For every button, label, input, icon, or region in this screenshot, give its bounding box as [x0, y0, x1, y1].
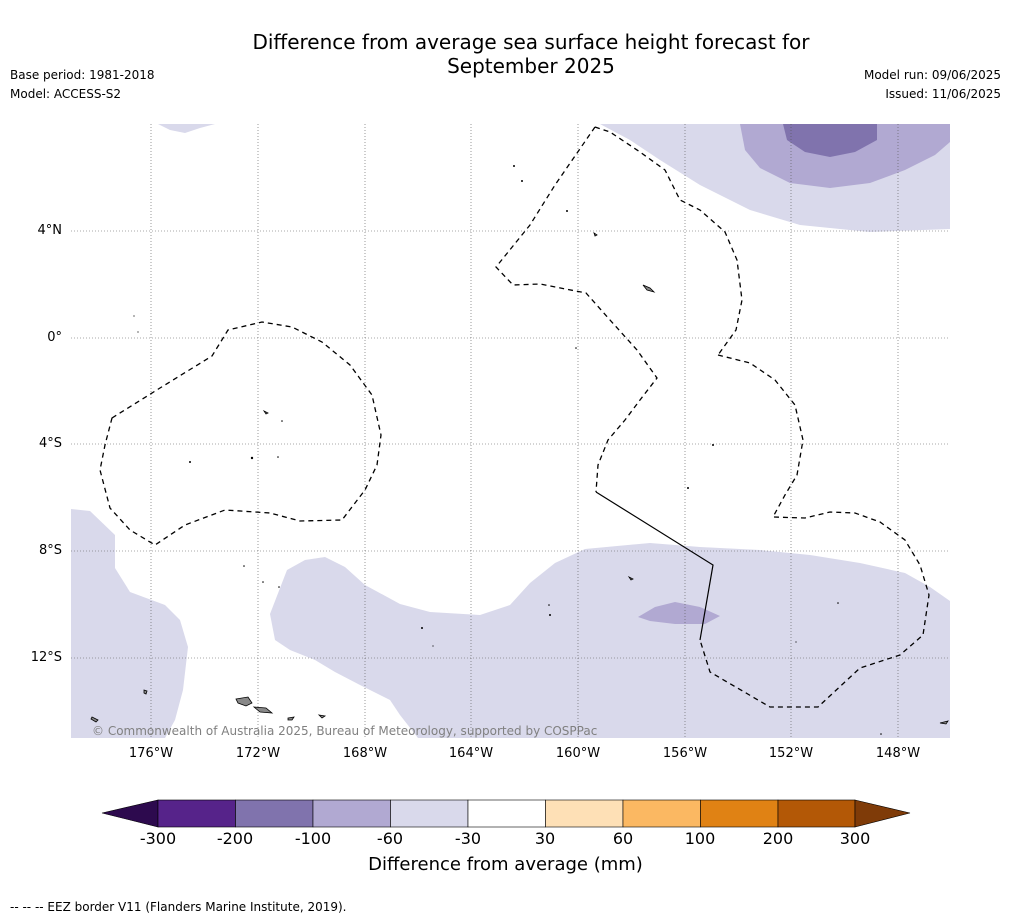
islands — [90, 232, 949, 725]
colorbar-extend-low — [101, 799, 159, 828]
colorbar-tick: -300 — [139, 829, 177, 848]
lat-label: 4°S — [38, 436, 62, 451]
map-area — [71, 124, 950, 738]
colorbar-bin — [777, 799, 856, 828]
lon-label: 176°W — [128, 746, 174, 761]
lat-label: 4°N — [37, 223, 63, 238]
colorbar-extend-high — [854, 799, 911, 828]
small-islets — [133, 165, 882, 735]
colorbar-label: Difference from average (mm) — [368, 854, 643, 875]
colorbar-tick: 60 — [612, 829, 634, 848]
colorbar-tick: 300 — [839, 829, 871, 848]
graticule — [71, 124, 950, 738]
lon-label: 152°W — [768, 746, 814, 761]
colorbar-bin — [700, 799, 779, 828]
boundary-line — [595, 491, 714, 641]
lat-label: 12°S — [30, 650, 62, 665]
meta-left: Base period: 1981-2018 Model: ACCESS-S2 — [10, 66, 155, 104]
model-text: Model: ACCESS-S2 — [10, 87, 122, 101]
meta-right: Model run: 09/06/2025 Issued: 11/06/2025 — [864, 66, 1001, 104]
colorbar-tick: -200 — [216, 829, 254, 848]
colorbar-bin — [545, 799, 624, 828]
issued-text: Issued: 11/06/2025 — [885, 87, 1001, 101]
lon-label: 164°W — [448, 746, 494, 761]
colorbar-tick: -60 — [376, 829, 404, 848]
chart-title: Difference from average sea surface heig… — [0, 30, 1011, 78]
eez-legend-text: -- -- -- EEZ border V11 (Flanders Marine… — [10, 900, 347, 914]
anomaly-minus-30 — [71, 124, 950, 738]
colorbar-bin — [622, 799, 701, 828]
copyright-text: © Commonwealth of Australia 2025, Bureau… — [92, 724, 598, 738]
colorbar-tick: 100 — [684, 829, 716, 848]
lon-label: 168°W — [342, 746, 388, 761]
colorbar-bin — [235, 799, 314, 828]
base-period-text: Base period: 1981-2018 — [10, 68, 155, 82]
lon-label: 172°W — [235, 746, 281, 761]
lat-label: 8°S — [38, 543, 62, 558]
colorbar-tick: -30 — [454, 829, 482, 848]
model-run-text: Model run: 09/06/2025 — [863, 68, 1001, 82]
lon-label: 160°W — [555, 746, 601, 761]
lon-label: 156°W — [662, 746, 708, 761]
colorbar-bin — [312, 799, 391, 828]
colorbar-bin — [390, 799, 469, 828]
colorbar-bin — [467, 799, 546, 828]
colorbar — [101, 799, 911, 828]
colorbar-tick: -100 — [294, 829, 332, 848]
lon-label: 148°W — [875, 746, 921, 761]
eez-borders — [99, 126, 930, 708]
title-line-1: Difference from average sea surface heig… — [252, 30, 810, 54]
lat-label: 0° — [47, 330, 62, 345]
colorbar-bin — [157, 799, 236, 828]
anomaly-minus-100 — [783, 124, 877, 157]
title-line-2: September 2025 — [447, 54, 615, 78]
colorbar-tick: 200 — [762, 829, 794, 848]
colorbar-tick: 30 — [534, 829, 556, 848]
